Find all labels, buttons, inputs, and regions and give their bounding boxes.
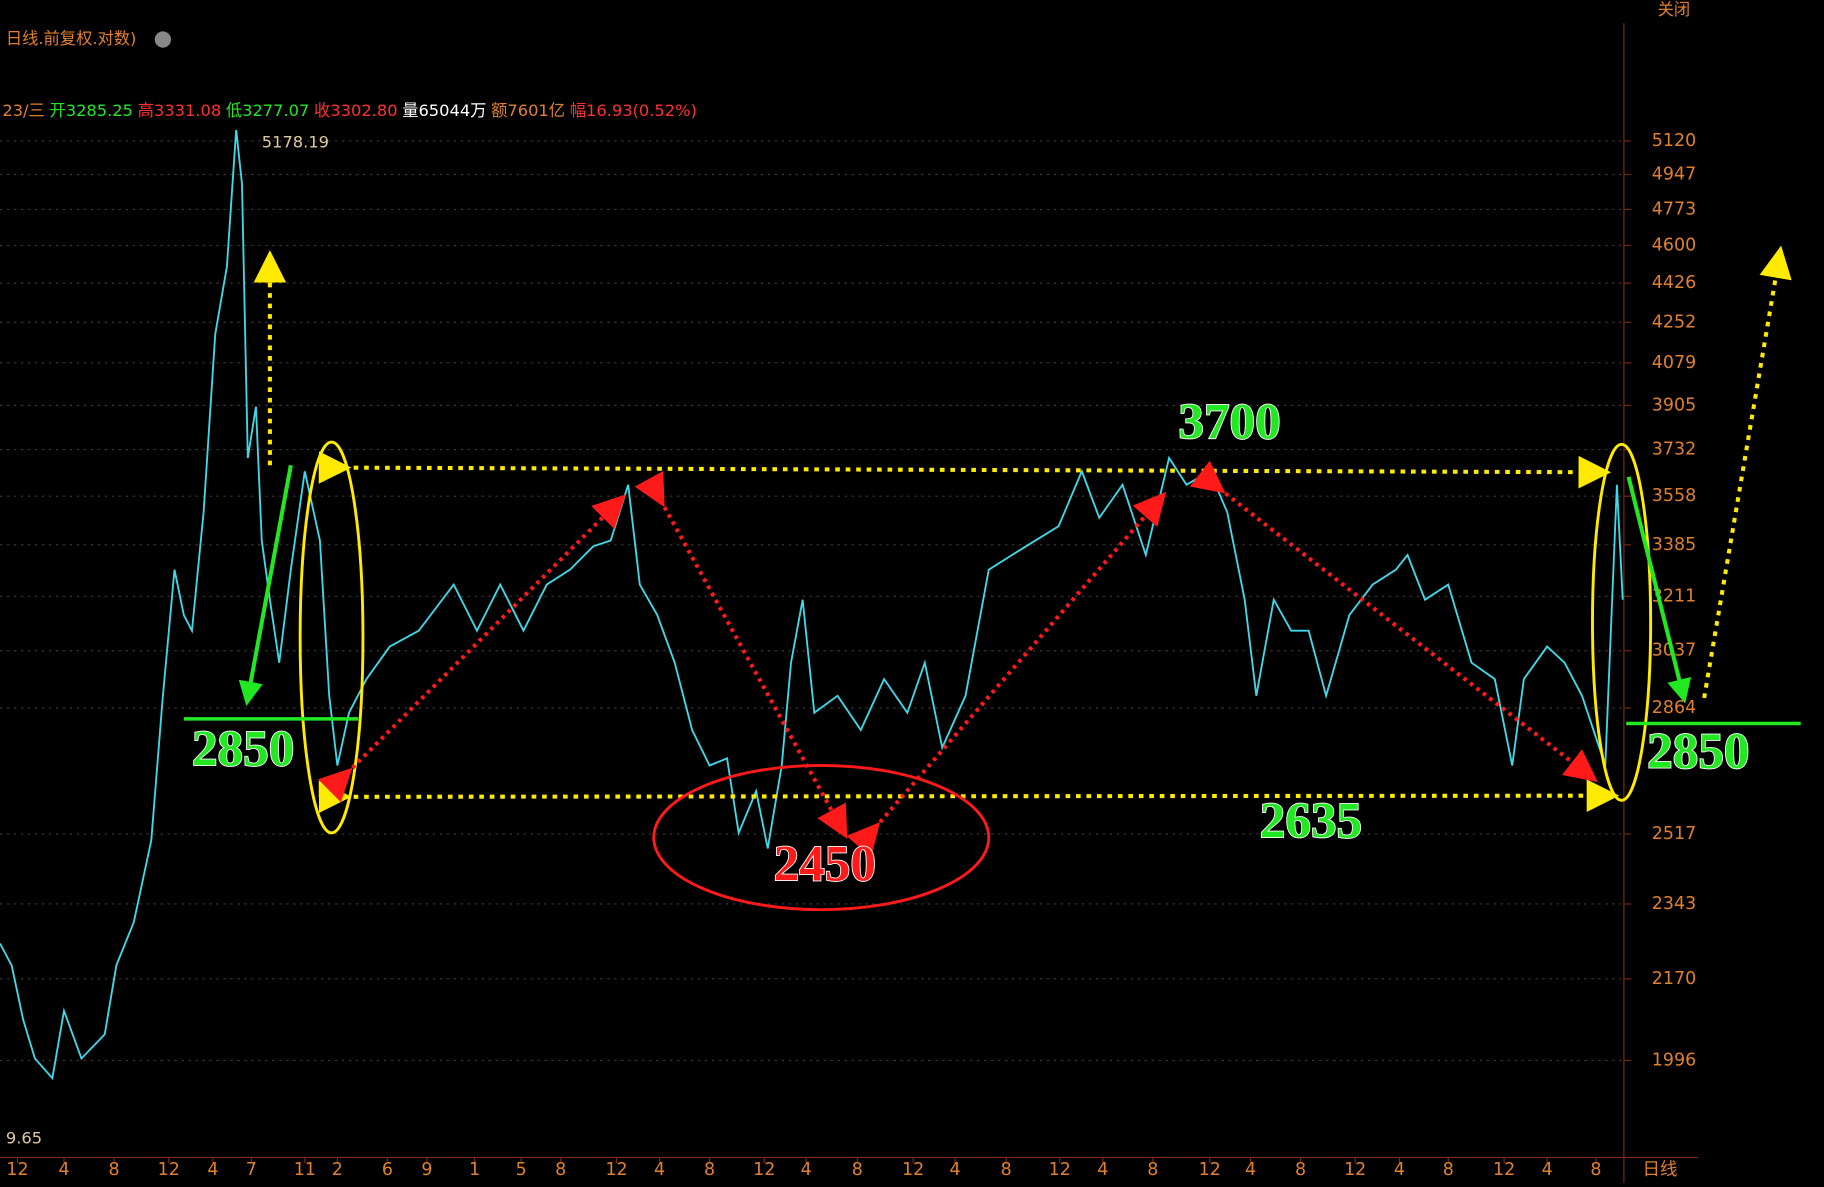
x-tick-label: 8 bbox=[555, 1160, 566, 1180]
y-tick-label: 4773 bbox=[1652, 199, 1696, 219]
x-tick-label: 12 bbox=[1199, 1160, 1221, 1180]
quote-field: 收3302.80 bbox=[314, 101, 398, 120]
close-button[interactable]: 关闭 bbox=[1658, 0, 1691, 19]
x-tick-label: 12 bbox=[605, 1160, 627, 1180]
x-tick-label: 12 bbox=[1344, 1160, 1366, 1180]
x-tick-label: 5 bbox=[516, 1160, 527, 1180]
annotation: 2850 bbox=[1647, 723, 1749, 780]
quote-field: 幅16.93(0.52%) bbox=[570, 101, 697, 120]
x-tick-label: 12 bbox=[1049, 1160, 1071, 1180]
annotations bbox=[183, 245, 1801, 912]
resistance-line bbox=[318, 451, 1612, 489]
x-tick-label: 12 bbox=[6, 1160, 28, 1180]
max-label: 5178.19 bbox=[262, 133, 329, 152]
y-tick-label: 2343 bbox=[1652, 894, 1696, 914]
x-tick-label: 4 bbox=[949, 1160, 960, 1180]
y-tick-label: 4252 bbox=[1652, 312, 1696, 332]
header: 日线.前复权.对数) bbox=[6, 29, 137, 48]
x-tick-label: 8 bbox=[1147, 1160, 1158, 1180]
annotation: 2850 bbox=[192, 721, 294, 778]
quote-field: 低3277.07 bbox=[226, 101, 310, 120]
support-line bbox=[318, 779, 1620, 814]
x-tick-label: 8 bbox=[108, 1160, 119, 1180]
ellipse bbox=[652, 763, 991, 912]
x-tick-label: 4 bbox=[1394, 1160, 1405, 1180]
min-label: 9.65 bbox=[6, 1128, 42, 1147]
y-tick-label: 4600 bbox=[1652, 235, 1696, 255]
y-tick-label: 2170 bbox=[1652, 969, 1696, 989]
x-tick-label: 8 bbox=[1590, 1160, 1601, 1180]
y-tick-label: 2864 bbox=[1652, 698, 1696, 718]
x-tick-label: 4 bbox=[1542, 1160, 1553, 1180]
y-tick-label: 3385 bbox=[1652, 535, 1696, 555]
arrow bbox=[1626, 476, 1692, 704]
dropdown-icon[interactable] bbox=[154, 31, 172, 48]
y-tick-label: 1996 bbox=[1652, 1050, 1696, 1070]
x-tick-label: 8 bbox=[852, 1160, 863, 1180]
x-tick-label: 1 bbox=[469, 1160, 480, 1180]
x-tick-label: 12 bbox=[753, 1160, 775, 1180]
quote-field: 开3285.25 bbox=[49, 101, 133, 120]
x-tick-label: 8 bbox=[1443, 1160, 1454, 1180]
quote-field: 高3331.08 bbox=[138, 101, 222, 120]
arrow bbox=[1702, 245, 1792, 699]
arrow bbox=[634, 470, 848, 839]
y-tick-label: 3732 bbox=[1652, 440, 1696, 460]
x-tick-label: 8 bbox=[1295, 1160, 1306, 1180]
x-tick-label: 12 bbox=[158, 1160, 180, 1180]
quote-field: 额7601亿 bbox=[491, 101, 565, 120]
x-tick-label: 8 bbox=[704, 1160, 715, 1180]
y-tick-label: 4947 bbox=[1652, 164, 1696, 184]
quote-field: 量65044万 bbox=[402, 101, 486, 120]
arrow bbox=[1189, 460, 1598, 783]
arrow bbox=[238, 464, 293, 706]
x-tick-label: 4 bbox=[1245, 1160, 1256, 1180]
x-tick-label: 4 bbox=[207, 1160, 218, 1180]
period-label: 日线 bbox=[1643, 1160, 1678, 1180]
ellipse bbox=[298, 440, 365, 835]
x-tick-label: 12 bbox=[902, 1160, 924, 1180]
ellipse bbox=[1591, 442, 1653, 802]
x-tick-label: 4 bbox=[1097, 1160, 1108, 1180]
x-tick-label: 9 bbox=[421, 1160, 432, 1180]
quote-field: 23/三 bbox=[2, 101, 44, 120]
x-tick-label: 7 bbox=[246, 1160, 257, 1180]
y-tick-label: 4079 bbox=[1652, 353, 1696, 373]
x-tick-label: 2 bbox=[332, 1160, 343, 1180]
y-tick-label: 3905 bbox=[1652, 395, 1696, 415]
y-tick-label: 2517 bbox=[1652, 824, 1696, 844]
y-tick-label: 3211 bbox=[1652, 586, 1696, 606]
arrow bbox=[317, 494, 626, 803]
x-tick-label: 6 bbox=[382, 1160, 393, 1180]
annotation: 3700 bbox=[1178, 394, 1280, 451]
annotation: 2450 bbox=[774, 836, 876, 893]
y-tick-label: 3558 bbox=[1652, 486, 1696, 506]
x-tick-label: 4 bbox=[58, 1160, 69, 1180]
x-tick-label: 8 bbox=[1001, 1160, 1012, 1180]
x-tick-label: 4 bbox=[801, 1160, 812, 1180]
x-tick-label: 11 bbox=[294, 1160, 316, 1180]
x-tick-label: 12 bbox=[1493, 1160, 1515, 1180]
price-line bbox=[0, 129, 1624, 1081]
y-tick-label: 5120 bbox=[1652, 131, 1696, 151]
annotation: 2635 bbox=[1260, 793, 1362, 850]
x-tick-label: 4 bbox=[654, 1160, 665, 1180]
y-tick-label: 4426 bbox=[1652, 273, 1696, 293]
